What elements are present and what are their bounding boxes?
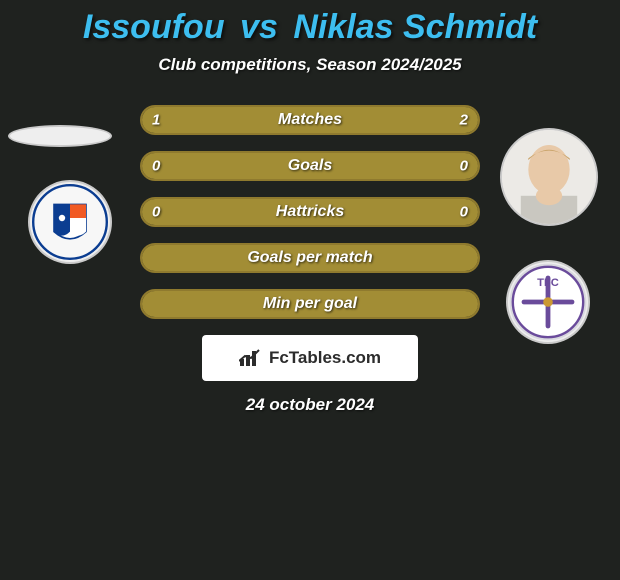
stat-label: Min per goal: [263, 295, 357, 313]
title-left: Issoufou: [83, 8, 225, 46]
stat-label: Goals: [288, 157, 332, 175]
stat-value-left: 0: [152, 158, 160, 175]
stat-row: Matches 1 2: [140, 105, 480, 135]
page-title: Issoufou vs Niklas Schmidt: [0, 0, 620, 47]
stat-label: Matches: [278, 111, 342, 129]
chart-icon: [239, 349, 263, 367]
source-badge: FcTables.com: [202, 335, 418, 381]
subtitle: Club competitions, Season 2024/2025: [0, 55, 620, 75]
stat-row: Hattricks 0 0: [140, 197, 480, 227]
stat-row: Goals 0 0: [140, 151, 480, 181]
stats-area: Matches 1 2 Goals 0 0 Hattricks 0 0 Goals per mat…: [0, 105, 620, 319]
comparison-infographic: Issoufou vs Niklas Schmidt Club competit…: [0, 0, 620, 580]
stat-fill-right: [310, 153, 478, 179]
stat-value-left: 0: [152, 204, 160, 221]
stat-row: Goals per match: [140, 243, 480, 273]
title-vs: vs: [240, 8, 278, 46]
stat-label: Hattricks: [276, 203, 344, 221]
stat-fill-left: [142, 153, 310, 179]
stat-value-right: 2: [460, 112, 468, 129]
title-right: Niklas Schmidt: [293, 8, 537, 46]
stat-value-left: 1: [152, 112, 160, 129]
stat-value-right: 0: [460, 204, 468, 221]
source-badge-text: FcTables.com: [269, 348, 381, 368]
stat-row: Min per goal: [140, 289, 480, 319]
stat-value-right: 0: [460, 158, 468, 175]
date-text: 24 october 2024: [0, 395, 620, 415]
stat-label: Goals per match: [247, 249, 372, 267]
